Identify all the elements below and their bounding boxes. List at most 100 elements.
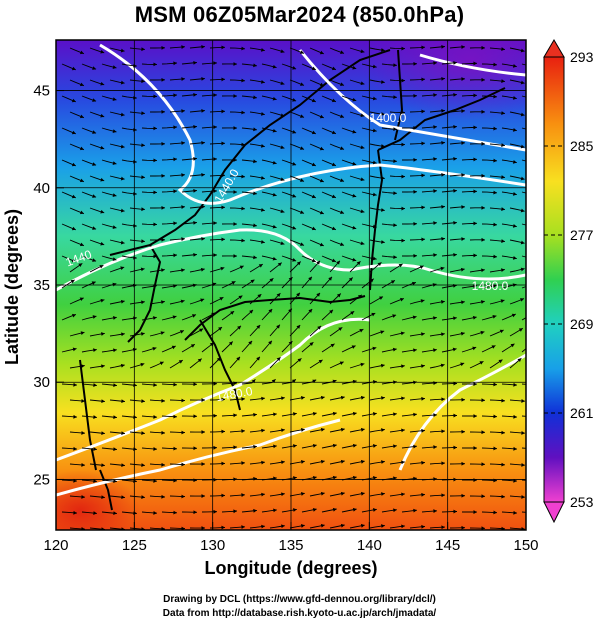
streamline-arrowhead [193, 414, 197, 419]
streamline-arrowhead [493, 414, 497, 419]
streamline-arrowhead [92, 315, 97, 319]
streamline-arrowhead [140, 267, 145, 272]
streamline-arrowhead [78, 263, 83, 267]
streamline-arrowhead [338, 327, 343, 331]
streamline-arrowhead [500, 299, 505, 303]
streamline-arrowhead [241, 46, 245, 51]
streamline-arrowhead [311, 130, 316, 135]
streamline-arrowhead [233, 94, 237, 98]
streamline-arrowhead [501, 207, 505, 211]
streamline-arrowhead [441, 429, 445, 434]
streamline-arrowhead [300, 242, 304, 246]
streamline-arrowhead [120, 299, 125, 304]
streamline-arrowhead [320, 395, 325, 400]
streamline-arrowhead [153, 62, 157, 67]
streamline-arrowhead [401, 206, 405, 211]
streamline-arrowhead [300, 210, 304, 214]
streamline-arrowhead [221, 173, 225, 178]
streamline-arrowhead [113, 447, 117, 452]
colorbar-bottom-arrow [543, 501, 565, 524]
streamline-arrowhead [193, 188, 197, 193]
streamline-arrowhead [532, 257, 536, 261]
streamline-arrowhead [261, 524, 265, 529]
streamline-arrowhead [393, 412, 397, 417]
streamline-arrowhead [201, 172, 205, 177]
streamline-arrowhead [71, 226, 76, 231]
streamline-arrowhead [272, 128, 277, 133]
streamline-arrowhead [153, 415, 157, 419]
colorbar-label: 293 [570, 49, 594, 65]
streamline-arrowhead [372, 160, 377, 165]
streamline-arrowhead [332, 443, 337, 448]
streamline-arrowhead [461, 237, 465, 241]
colorbar-label: 269 [570, 316, 594, 332]
streamline-arrowhead [181, 398, 185, 403]
streamline-arrowhead [433, 253, 437, 257]
streamline-arrowhead [181, 268, 185, 273]
streamline-arrowhead [253, 508, 257, 513]
y-tick-label: 35 [33, 277, 50, 294]
streamline-arrowhead [533, 383, 537, 387]
streamline-arrowhead [413, 189, 417, 194]
streamline-arrowhead [380, 363, 385, 368]
streamline-arrowhead [340, 523, 345, 528]
streamline-arrowhead [121, 431, 125, 436]
streamline-arrowhead [221, 45, 225, 50]
streamline-arrowhead [260, 111, 265, 116]
streamline-arrowhead [171, 345, 176, 350]
streamline-arrowhead [221, 429, 225, 434]
streamline-arrowhead [213, 413, 217, 418]
streamline-arrowhead [153, 479, 157, 483]
streamline-arrowhead [233, 62, 237, 66]
footer-data-source: Data from http://database.rish.kyoto-u.a… [162, 608, 437, 619]
streamline-arrowhead [241, 493, 245, 498]
streamline-arrowhead [340, 82, 345, 86]
streamline-arrowhead [433, 413, 437, 417]
streamline-arrowhead [441, 44, 445, 49]
streamline-arrowhead [421, 45, 425, 50]
streamline-arrowhead [372, 256, 377, 261]
streamline-arrowhead [221, 237, 225, 242]
streamline-arrowhead [340, 242, 345, 246]
streamline [530, 464, 545, 465]
streamline [530, 267, 544, 272]
streamline-arrowhead [510, 343, 515, 348]
streamline-arrowhead [319, 114, 324, 119]
streamline-arrowhead [81, 495, 85, 499]
streamline-arrowhead [253, 95, 257, 100]
colorbar-label: 261 [570, 405, 594, 421]
colorbar-label: 285 [570, 138, 594, 154]
streamline-arrowhead [219, 297, 224, 301]
streamline-arrowhead [331, 130, 336, 135]
streamline-arrowhead [473, 93, 477, 98]
streamline-arrowhead [340, 210, 345, 214]
streamline-arrowhead [461, 493, 465, 498]
streamline-arrowhead [120, 266, 125, 271]
streamline-arrowhead [200, 267, 205, 272]
streamline-arrowhead [381, 208, 385, 212]
streamline-arrowhead [100, 241, 105, 246]
streamline-arrowhead [81, 431, 85, 435]
streamline-arrowhead [381, 48, 385, 52]
streamline-arrowhead [520, 112, 525, 117]
streamline-arrowhead [159, 361, 164, 366]
streamline [521, 127, 526, 130]
streamline-arrowhead [296, 325, 301, 329]
streamline-arrowhead [520, 267, 525, 272]
streamline-arrowhead [433, 93, 437, 97]
streamline-arrowhead [461, 141, 465, 145]
streamline-arrowhead [292, 194, 297, 198]
streamline-arrowhead [231, 281, 236, 285]
streamline-arrowhead [201, 108, 205, 113]
x-tick-label: 145 [435, 537, 460, 554]
streamline-arrowhead [441, 140, 445, 145]
streamline-arrowhead [372, 346, 377, 351]
y-tick-label: 45 [33, 83, 50, 100]
streamline-arrowhead [441, 332, 445, 337]
streamline-arrowhead [92, 258, 97, 262]
streamline-arrowhead [100, 177, 105, 182]
streamline-arrowhead [473, 253, 477, 258]
streamline-arrowhead [461, 45, 465, 49]
streamline-arrowhead [352, 411, 357, 416]
streamline-arrowhead [372, 128, 377, 133]
